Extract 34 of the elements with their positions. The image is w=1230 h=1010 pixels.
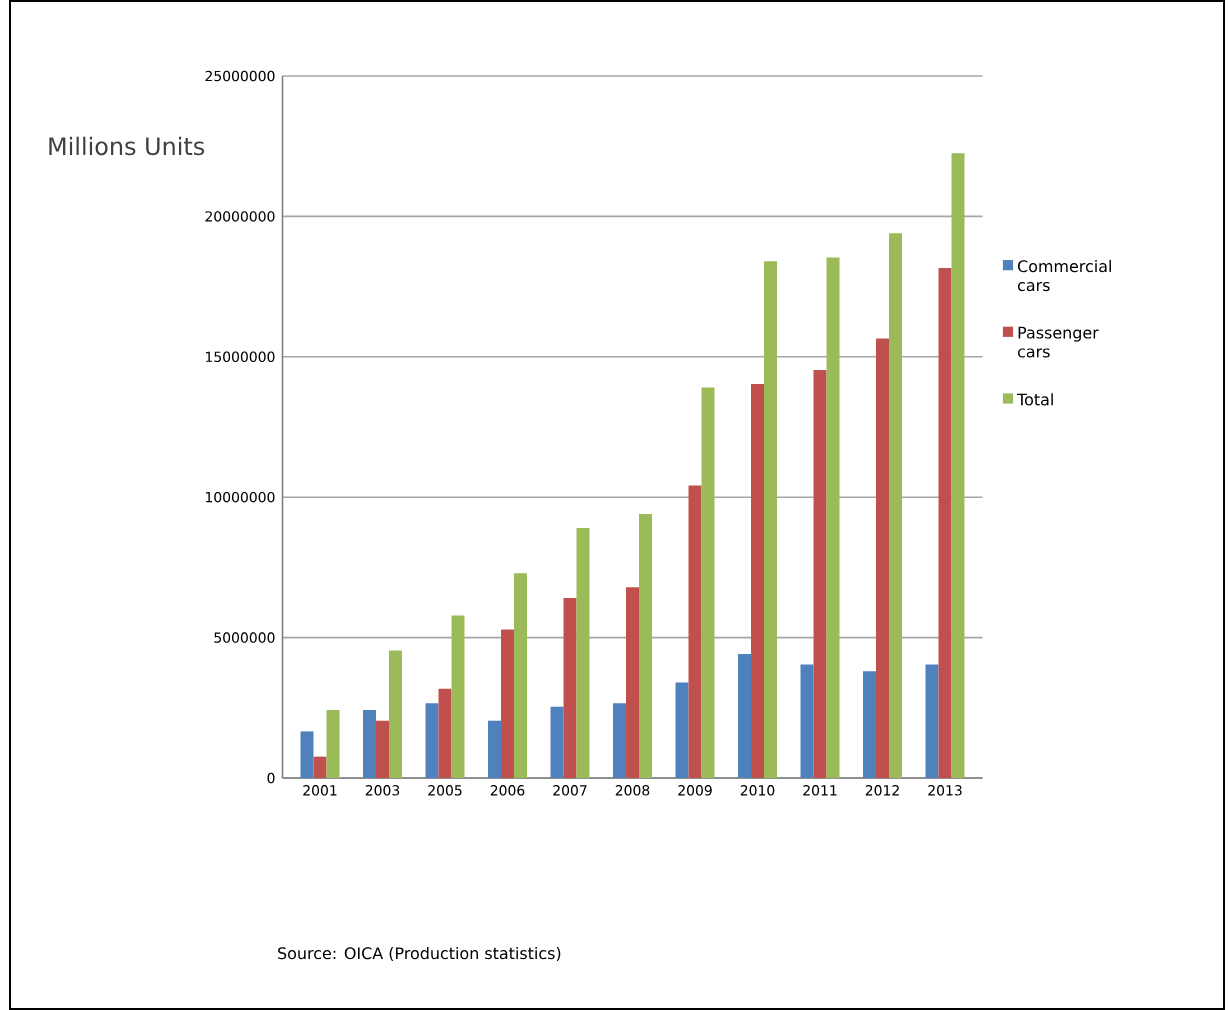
bar bbox=[764, 261, 778, 778]
bar bbox=[813, 369, 827, 778]
bar bbox=[925, 664, 939, 778]
bar bbox=[488, 720, 502, 778]
bar bbox=[626, 587, 640, 778]
bar bbox=[826, 257, 840, 778]
bar bbox=[550, 706, 564, 778]
bar bbox=[326, 710, 340, 778]
bar bbox=[501, 629, 515, 778]
bar bbox=[514, 573, 528, 778]
bar bbox=[438, 688, 452, 778]
bar bbox=[313, 756, 327, 778]
bar bbox=[863, 671, 877, 778]
bar bbox=[639, 514, 653, 778]
bar bbox=[563, 598, 577, 778]
bar bbox=[300, 731, 314, 778]
bar bbox=[751, 384, 765, 778]
bar bbox=[425, 703, 439, 778]
bar bbox=[688, 485, 702, 778]
bar bbox=[675, 682, 689, 778]
bar bbox=[701, 387, 715, 778]
bar bbox=[451, 615, 465, 778]
bar bbox=[951, 153, 965, 778]
bar bbox=[576, 528, 590, 778]
bar bbox=[800, 664, 814, 778]
bar bbox=[889, 233, 903, 778]
bar bbox=[363, 710, 376, 778]
bar bbox=[938, 268, 952, 778]
bar bbox=[376, 720, 389, 778]
bar bbox=[876, 338, 890, 778]
bar bbox=[738, 653, 752, 778]
bar bbox=[613, 703, 627, 778]
y-axis-title: Millions Units bbox=[49, 136, 205, 156]
bar bbox=[389, 650, 402, 778]
